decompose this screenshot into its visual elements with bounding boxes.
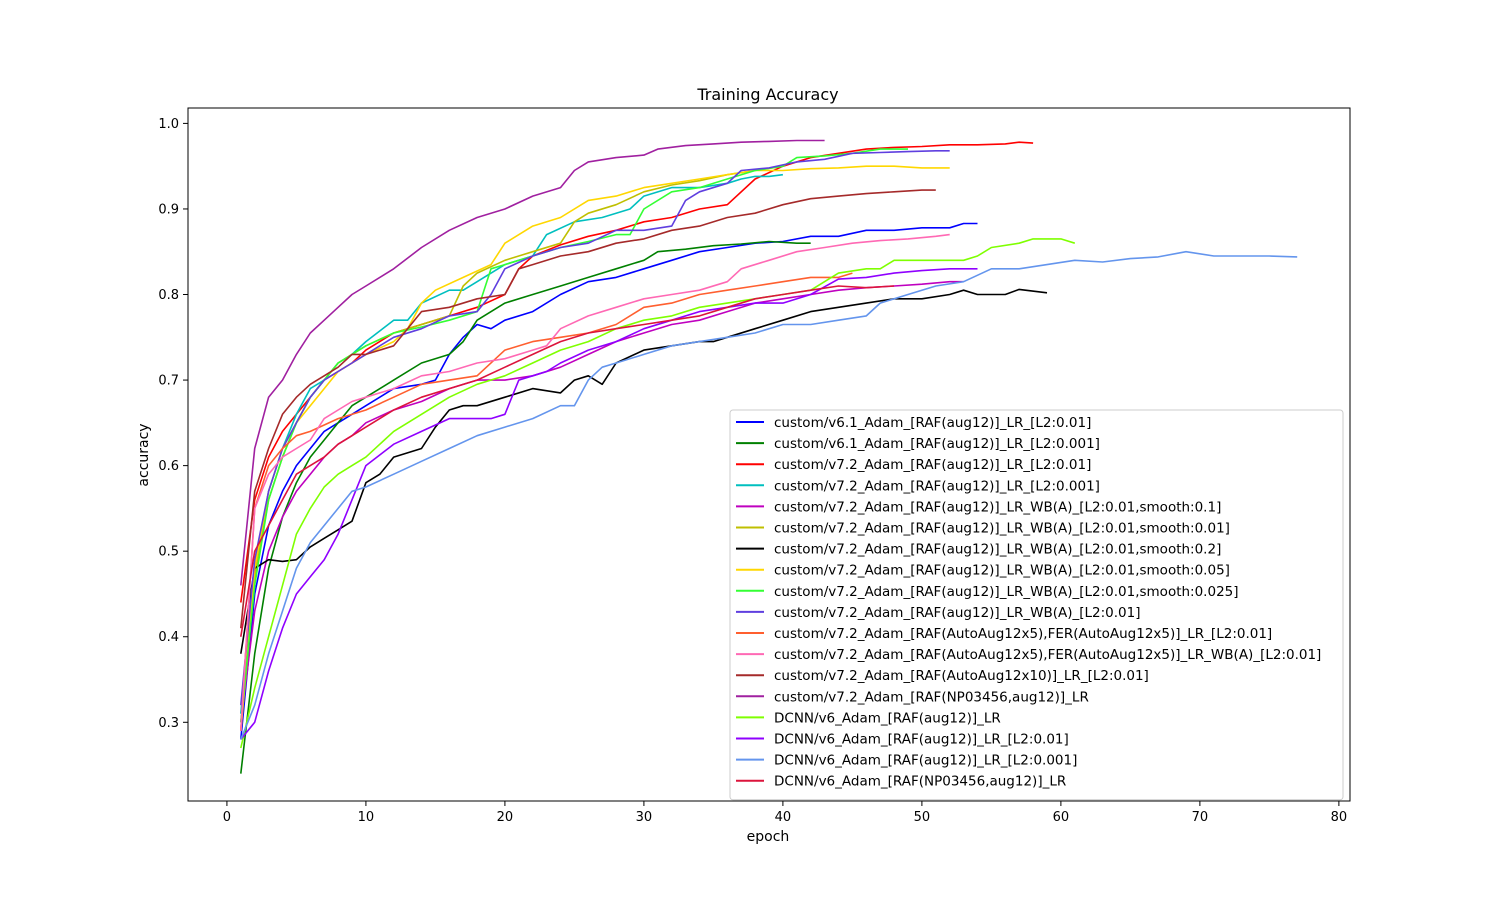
y-axis-ticks: 0.3 0.4 0.5 0.6 0.7 0.8 0.9 1.0 (158, 117, 188, 731)
legend-entry: DCNN/v6_Adam_[RAF(aug12)]_LR_[L2:0.01] (774, 732, 1069, 748)
series-line-18 (240, 285, 895, 637)
x-tick-label: 50 (914, 810, 931, 825)
legend-entry: custom/v7.2_Adam_[RAF(aug12)]_LR_WB(A)_[… (774, 521, 1230, 537)
legend: custom/v6.1_Adam_[RAF(aug12)]_LR_[L2:0.0… (729, 409, 1344, 801)
legend-entry: custom/v7.2_Adam_[RAF(aug12)]_LR_WB(A)_[… (774, 563, 1230, 579)
legend-box (729, 409, 1344, 801)
legend-entry: custom/v7.2_Adam_[RAF(aug12)]_LR_WB(A)_[… (774, 605, 1140, 621)
x-tick-label: 60 (1053, 810, 1070, 825)
y-tick-label: 0.8 (158, 288, 179, 303)
y-tick-label: 0.4 (158, 630, 179, 645)
x-tick-label: 70 (1192, 810, 1209, 825)
x-axis-ticks: 0 10 20 30 40 50 60 70 80 (223, 801, 1347, 825)
x-axis-label: epoch (747, 829, 790, 845)
y-tick-label: 0.9 (158, 202, 179, 217)
legend-entry: custom/v7.2_Adam_[RAF(aug12)]_LR_[L2:0.0… (774, 478, 1100, 494)
y-tick-label: 0.6 (158, 459, 179, 474)
series-line-12 (240, 233, 950, 731)
series-line-8 (240, 165, 950, 731)
y-axis-label: accuracy (136, 423, 152, 486)
series-line-17 (240, 250, 1298, 740)
plot-area (240, 139, 1298, 774)
legend-entry: DCNN/v6_Adam_[RAF(NP03456,aug12)]_LR (774, 774, 1066, 790)
x-tick-label: 30 (636, 810, 653, 825)
y-tick-label: 0.5 (158, 545, 179, 560)
legend-entry: custom/v7.2_Adam_[RAF(aug12)]_LR_WB(A)_[… (774, 499, 1221, 515)
legend-entry: DCNN/v6_Adam_[RAF(aug12)]_LR_[L2:0.001] (774, 753, 1077, 769)
legend-entry: custom/v7.2_Adam_[RAF(aug12)]_LR_WB(A)_[… (774, 542, 1221, 558)
legend-entry: custom/v7.2_Adam_[RAF(AutoAug12x5),FER(A… (774, 626, 1272, 642)
x-tick-label: 40 (775, 810, 792, 825)
x-tick-label: 80 (1331, 810, 1348, 825)
series-line-1 (240, 222, 978, 740)
series-line-15 (240, 238, 1076, 749)
series-line-14 (240, 139, 825, 586)
series-line-10 (240, 150, 950, 706)
legend-entry: custom/v6.1_Adam_[RAF(aug12)]_LR_[L2:0.0… (774, 415, 1091, 431)
legend-entry: custom/v6.1_Adam_[RAF(aug12)]_LR_[L2:0.0… (774, 436, 1100, 452)
y-tick-label: 1.0 (158, 117, 179, 132)
y-tick-label: 0.7 (158, 374, 179, 389)
series-line-11 (240, 272, 853, 731)
x-tick-label: 20 (497, 810, 514, 825)
legend-entry: custom/v7.2_Adam_[RAF(AutoAug12x5),FER(A… (774, 647, 1321, 663)
legend-entry: custom/v7.2_Adam_[RAF(aug12)]_LR_WB(A)_[… (774, 584, 1239, 600)
series-line-7 (240, 288, 1048, 654)
legend-entry: DCNN/v6_Adam_[RAF(aug12)]_LR (774, 710, 1001, 726)
y-tick-label: 0.3 (158, 716, 179, 731)
legend-entry: custom/v7.2_Adam_[RAF(aug12)]_LR_[L2:0.0… (774, 457, 1091, 473)
legend-entry: custom/v7.2_Adam_[RAF(NP03456,aug12)]_LR (774, 689, 1089, 705)
x-tick-label: 0 (223, 810, 231, 825)
x-tick-label: 10 (358, 810, 375, 825)
legend-entry: custom/v7.2_Adam_[RAF(AutoAug12x10)]_LR_… (774, 668, 1149, 684)
plot-frame (187, 107, 1351, 802)
series-line-13 (240, 189, 936, 629)
chart-title: Training Accuracy (696, 85, 838, 104)
